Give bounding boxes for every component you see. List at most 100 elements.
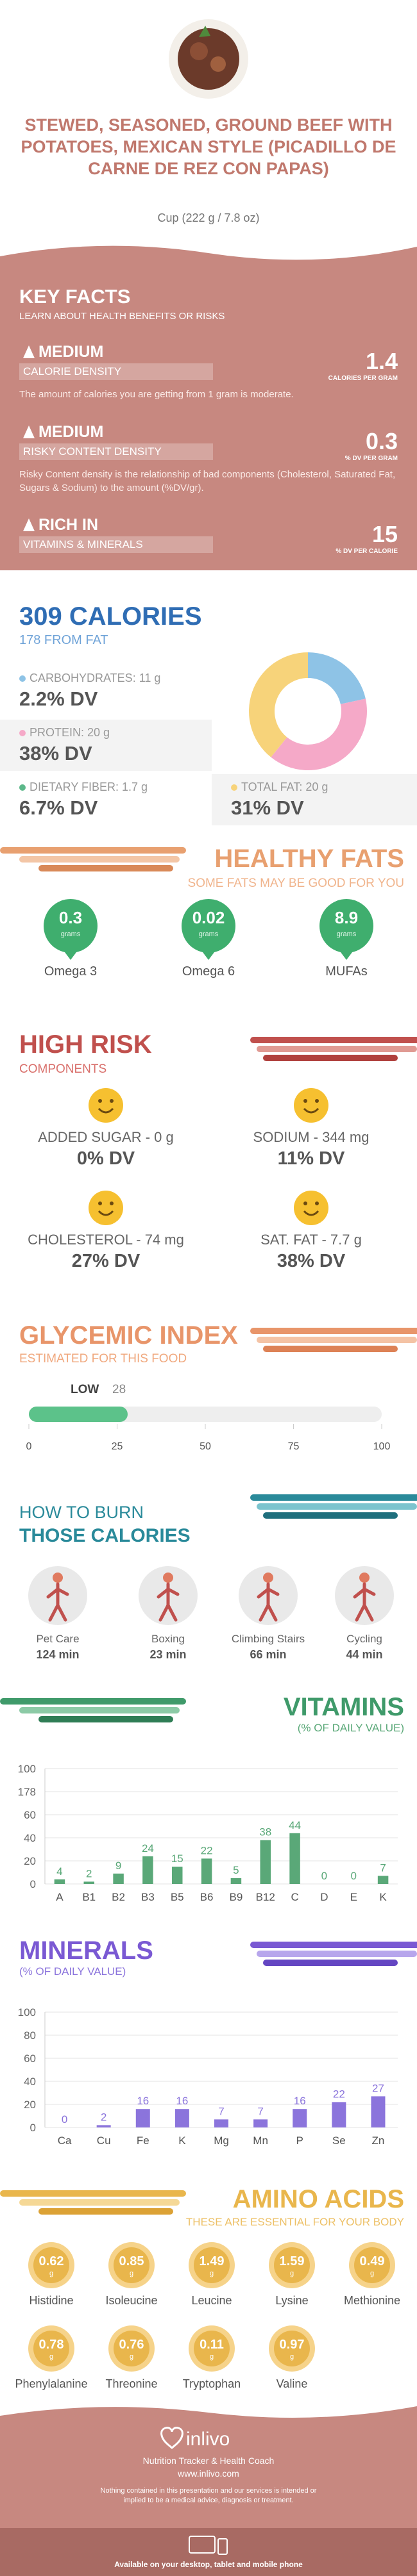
brand: inlivo (186, 2429, 230, 2450)
bar (371, 2096, 386, 2127)
decor-stripe (38, 2208, 173, 2215)
decor-stripe (263, 1512, 398, 1519)
x-tick-label: A (56, 1891, 64, 1903)
section-subtitle: (% OF DAILY VALUE) (297, 1722, 404, 1734)
nutrient-dv: 6.7% DV (19, 797, 98, 819)
decor-stripe (250, 1494, 417, 1501)
x-tick-label: Mg (214, 2134, 229, 2147)
value-label: 7 (257, 2105, 263, 2117)
fact-level: RICH IN (38, 516, 99, 534)
value-label: 7 (218, 2105, 224, 2117)
risk-face (89, 1191, 123, 1225)
decor-stripe (19, 1707, 180, 1713)
amino-value: 0.76 (119, 2338, 144, 2352)
decor-stripe (257, 1951, 417, 1957)
gi-tick-label: 25 (112, 1441, 123, 1452)
gi-tick-label: 50 (200, 1441, 211, 1452)
decor-stripe (250, 1037, 417, 1043)
section-title: HEALTHY FATS (214, 845, 404, 873)
risk-eye (303, 1099, 307, 1103)
value-label: 27 (372, 2082, 384, 2094)
amino-value: 0.85 (119, 2254, 144, 2268)
gi-tick-label: 100 (373, 1441, 391, 1452)
fat-name: Omega 3 (44, 964, 98, 978)
dish-detail (190, 42, 208, 60)
gi-level: LOW (71, 1383, 99, 1396)
activity-figure (157, 1582, 180, 1622)
value-label: 0 (62, 2113, 67, 2126)
decor-stripe (257, 1337, 417, 1343)
nutrient-dot (19, 730, 26, 736)
value-label: 2 (101, 2111, 106, 2123)
x-tick-label: Fe (137, 2134, 149, 2147)
risk-label: SAT. FAT - 7.7 g (260, 1232, 362, 1248)
activity-name: Pet Care (36, 1633, 80, 1645)
bar (142, 1856, 153, 1884)
amino-circle-inner (274, 2247, 310, 2283)
nutrient-dv: 31% DV (231, 797, 304, 819)
value-label: 2 (86, 1867, 92, 1879)
decor-stripe (257, 1046, 417, 1052)
fat-circle-tail (201, 950, 216, 960)
amino-name: Methionine (343, 2294, 401, 2307)
calories-title: 309 CALORIES (19, 602, 202, 631)
risk-face (89, 1088, 123, 1123)
fact-value: 15 (371, 521, 398, 547)
risk-mouth (98, 1107, 114, 1114)
bar (289, 1833, 300, 1884)
amino-unit: g (289, 2270, 294, 2277)
x-tick-label: Mn (253, 2134, 268, 2147)
decor-stripe (257, 1503, 417, 1510)
decor-stripe (0, 847, 186, 854)
value-label: 16 (137, 2095, 149, 2107)
burn-title: THOSE CALORIES (19, 1525, 191, 1546)
fat-circle (182, 899, 235, 953)
x-tick-label: B12 (256, 1891, 275, 1903)
nutrient-dot (231, 784, 237, 791)
decor-stripe (250, 1942, 417, 1948)
decor-stripe (263, 1055, 398, 1061)
amino-value: 0.11 (200, 2338, 224, 2352)
bar (260, 1840, 271, 1884)
fact-unit: % DV PER GRAM (345, 455, 398, 462)
gi-tick-label: 75 (288, 1441, 300, 1452)
y-tick-label: 20 (24, 1855, 36, 1867)
amino-name: Lysine (275, 2294, 309, 2307)
section-subtitle: LEARN ABOUT HEALTH BENEFITS OR RISKS (19, 311, 225, 322)
decor-stripe (0, 1698, 186, 1705)
fact-unit: % DV PER CALORIE (336, 548, 398, 555)
calories-from-fat: 178 FROM FAT (19, 633, 108, 647)
y-tick-label: 20 (24, 2099, 36, 2111)
amino-circle-inner (114, 2331, 149, 2366)
risk-label: CHOLESTEROL - 74 mg (28, 1232, 184, 1248)
amino-unit: g (49, 2353, 54, 2361)
y-tick-label: 40 (24, 2076, 36, 2088)
y-tick-label: 100 (18, 2006, 36, 2019)
amino-name: Isoleucine (105, 2294, 158, 2307)
fact-icon (23, 518, 35, 531)
value-label: 9 (115, 1860, 121, 1872)
risk-label: ADDED SUGAR - 0 g (38, 1129, 174, 1145)
gi-tick-label: 0 (26, 1441, 32, 1452)
nutrient-panel (212, 774, 417, 825)
value-label: 16 (294, 2095, 306, 2107)
fact-icon (23, 345, 35, 358)
y-tick-label: 178 (18, 1786, 36, 1798)
section-subtitle: SOME FATS MAY BE GOOD FOR YOU (187, 877, 404, 890)
section-subtitle: ESTIMATED FOR THIS FOOD (19, 1352, 187, 1366)
section-title: VITAMINS (283, 1693, 404, 1721)
donut-segment (271, 698, 368, 771)
bar (253, 2119, 268, 2127)
bar (201, 1858, 212, 1884)
amino-value: 0.97 (279, 2338, 305, 2352)
risk-eye (98, 1099, 102, 1103)
decor-stripe (19, 2199, 180, 2206)
fat-name: Omega 6 (182, 964, 235, 978)
amino-unit: g (370, 2270, 375, 2277)
bar (293, 2109, 307, 2127)
x-tick-label: D (320, 1891, 328, 1903)
fat-value: 0.02 (192, 908, 225, 927)
risk-dv: 0% DV (76, 1148, 135, 1169)
fat-value: 0.3 (58, 908, 83, 927)
